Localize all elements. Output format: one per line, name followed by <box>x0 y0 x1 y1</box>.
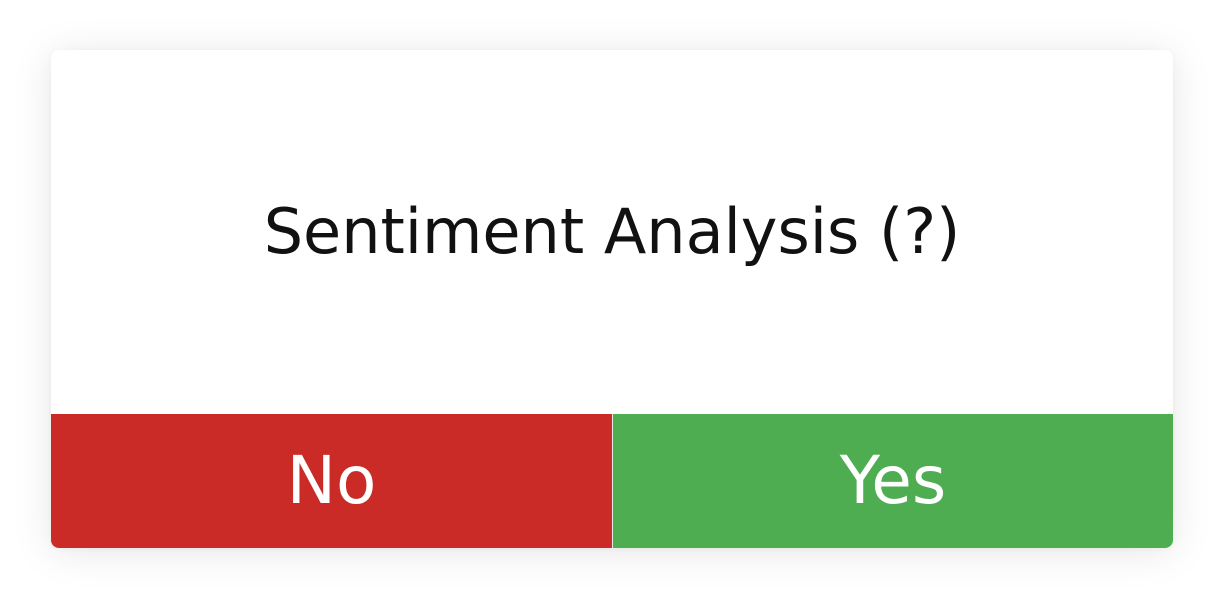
dialog-actions: No Yes <box>51 414 1173 548</box>
dialog-header: Sentiment Analysis (?) <box>51 50 1173 414</box>
dialog-title: Sentiment Analysis (?) <box>263 195 961 268</box>
yes-button[interactable]: Yes <box>612 414 1173 548</box>
sentiment-dialog-card: Sentiment Analysis (?) No Yes <box>51 50 1173 548</box>
no-button[interactable]: No <box>51 414 612 548</box>
